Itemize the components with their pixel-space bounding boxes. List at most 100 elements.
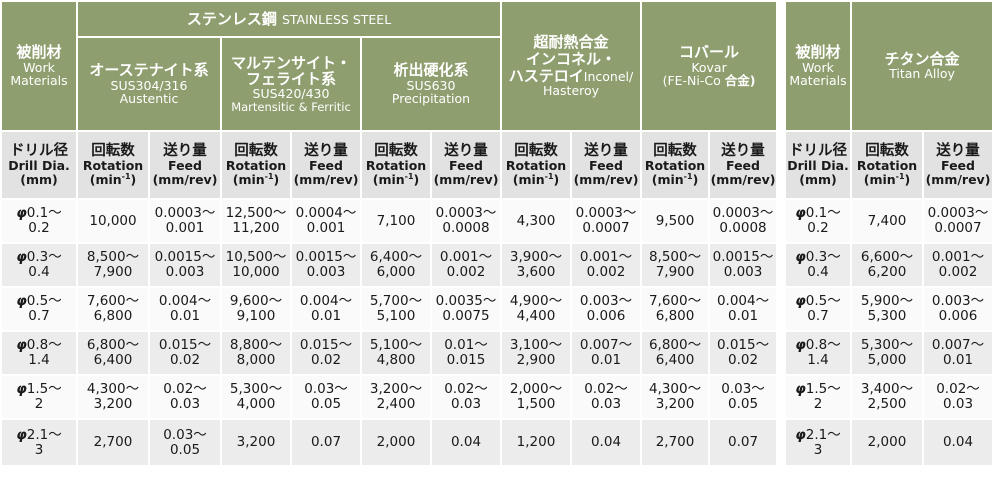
titan-rotation-cell: 6,600〜 6,200 (850, 242, 924, 288)
cell-line1: 0.0003〜 (712, 205, 774, 222)
rotation-unit-b: ) (273, 171, 280, 187)
feed-cell: 0.02〜 0.03 (430, 374, 502, 420)
feed-unit: (mm/rev) (433, 171, 499, 187)
drill-dia-line1: φ0.1〜 (3, 206, 75, 221)
feed-unit: (mm/rev) (293, 171, 359, 187)
titan-drill-dia-cell: φ2.1〜 3 (784, 418, 852, 467)
rotation-cell: 5,300〜 4,000 (220, 374, 292, 420)
feed-header: 送り量 Feed (mm/rev) (430, 130, 502, 200)
cell-line1: 0.015〜 (716, 337, 770, 354)
drill-dia-from: 0.5〜 (805, 293, 841, 310)
cell-line1: 3,200〜 (369, 381, 423, 398)
rotation-unit-sup: -1 (264, 171, 274, 181)
rotation-en: Rotation (856, 158, 918, 174)
rotation-unit: (min-1) (79, 171, 147, 187)
cell-line2: 0.02 (727, 352, 759, 368)
precipitation-grade: SUS630 (406, 77, 456, 93)
titan-feed-cell: 0.003〜 0.006 (921, 286, 995, 332)
superalloy-ja2: インコネル・ (526, 49, 617, 68)
titan-table-row: φ2.1〜 3 2,000 0.04 (784, 418, 995, 467)
table-row: φ0.8〜 1.4 6,800〜 6,400 0.015〜 0.02 8,800〜 8,000… (0, 330, 779, 376)
rotation-cell: 7,100 (360, 198, 432, 244)
rotation-cell: 3,200 (220, 418, 292, 467)
drill-dia-line1: φ0.3〜 (3, 250, 75, 265)
cell-line1: 0.03〜 (721, 381, 765, 398)
phi-symbol: φ (795, 249, 806, 266)
titan-drill-dia-ja: ドリル径 (789, 142, 847, 159)
rotation-unit-sup: -1 (895, 171, 905, 181)
rotation-unit-sup: -1 (121, 171, 131, 181)
martensitic-ja2: フェライト系 (245, 70, 336, 89)
feed-cell: 0.015〜 0.02 (148, 330, 222, 376)
titan-rotation-cell: 2,000 (850, 418, 924, 467)
rotation-cell: 4,300〜 3,200 (640, 374, 711, 420)
cell-line2: 0.006 (938, 308, 978, 324)
cell-line1: 0.0003〜 (154, 205, 216, 222)
feed-cell: 0.001〜 0.002 (430, 242, 502, 288)
titan-work-materials-en1: Work (802, 59, 834, 75)
cell-line2: 0.002 (586, 264, 626, 280)
cell-line2: 0.02 (169, 352, 201, 368)
cell-line1: 0.02〜 (936, 381, 980, 398)
cell-line2: 6,800 (655, 308, 695, 324)
drill-dia-line1: φ0.1〜 (787, 206, 849, 221)
martensitic-header: マルテンサイト・ フェライト系 SUS420/430 Martensitic &… (220, 36, 362, 132)
rotation-unit-a: (min (232, 171, 265, 187)
rotation-unit-a: (min (89, 171, 122, 187)
titan-rotation-cell: 3,400〜 2,500 (850, 374, 924, 420)
rotation-unit-a: (min (512, 171, 545, 187)
titan-drill-dia-cell: φ0.8〜 1.4 (784, 330, 852, 376)
drill-dia-from: 2.1〜 (805, 426, 841, 443)
cell-line1: 5,900〜 (860, 293, 914, 310)
superalloy-ja3: ハステロイ (508, 66, 584, 85)
table-row: φ1.5〜 2 4,300〜 3,200 0.02〜 0.03 5,300〜 4,000 0.0… (0, 374, 779, 420)
cell-line1: 4,300〜 (86, 381, 140, 398)
titan-drill-dia-cell: φ1.5〜 2 (784, 374, 852, 420)
cell-line1: 0.004〜 (716, 293, 770, 310)
drill-dia-from: 1.5〜 (26, 381, 62, 398)
rotation-cell: 6,800〜 6,400 (640, 330, 711, 376)
cell-line1: 0.007〜 (931, 337, 985, 354)
feed-unit: (mm/rev) (152, 171, 218, 187)
titan-alloy-table: 被削材 Work Materials チタン合金 Titan Alloy ドリル… (784, 0, 995, 467)
kovar-ja: コバール (679, 43, 740, 62)
titan-feed-header: 送り量 Feed (mm/rev) (921, 130, 995, 200)
cell-line1: 0.04 (942, 434, 974, 451)
cell-line2: 0.0075 (442, 308, 490, 324)
cell-line1: 6,800〜 (648, 337, 702, 354)
rotation-cell: 6,400〜 6,000 (360, 242, 432, 288)
feed-en: Feed (941, 158, 975, 174)
drill-dia-line1: φ0.8〜 (787, 338, 849, 353)
feed-ja: 送り量 (936, 142, 980, 159)
austenitic-en: Austentic (119, 91, 179, 107)
feed-cell: 0.004〜 0.01 (708, 286, 779, 332)
titan-feed-cell: 0.04 (921, 418, 995, 467)
feed-unit: (mm/rev) (925, 171, 991, 187)
stainless-steel-header: ステンレス鋼 STAINLESS STEEL (76, 0, 502, 38)
feed-cell: 0.0003〜 0.0007 (569, 198, 643, 244)
rotation-unit-a: (min (651, 171, 684, 187)
rotation-cell: 2,700 (76, 418, 150, 467)
cell-line1: 0.015〜 (158, 337, 212, 354)
feed-header: 送り量 Feed (mm/rev) (290, 130, 362, 200)
cell-line1: 6,800〜 (86, 337, 140, 354)
stainless-en: STAINLESS STEEL (281, 12, 392, 28)
cell-line1: 2,000 (376, 434, 416, 451)
rotation-en: Rotation (644, 158, 706, 174)
drill-dia-cell: φ1.5〜 2 (0, 374, 78, 420)
drill-dia-to: 1.4 (28, 352, 50, 368)
cell-line1: 0.004〜 (158, 293, 212, 310)
cell-line1: 0.0003〜 (575, 205, 637, 222)
drill-dia-line1: φ0.5〜 (787, 293, 849, 310)
cell-line1: 0.01〜 (444, 337, 488, 354)
feed-cell: 0.0015〜 0.003 (290, 242, 362, 288)
cell-line2: 6,000 (376, 264, 416, 280)
cell-line1: 0.001〜 (439, 249, 493, 266)
cell-line1: 5,300〜 (229, 381, 283, 398)
rotation-en: Rotation (82, 158, 144, 174)
cell-line2: 0.01 (590, 352, 622, 368)
titan-work-materials-en2: Materials (789, 73, 847, 89)
feed-cell: 0.001〜 0.002 (569, 242, 643, 288)
cell-line2: 0.01 (310, 308, 342, 324)
titan-drill-dia-en: Drill Dia. (787, 158, 849, 174)
